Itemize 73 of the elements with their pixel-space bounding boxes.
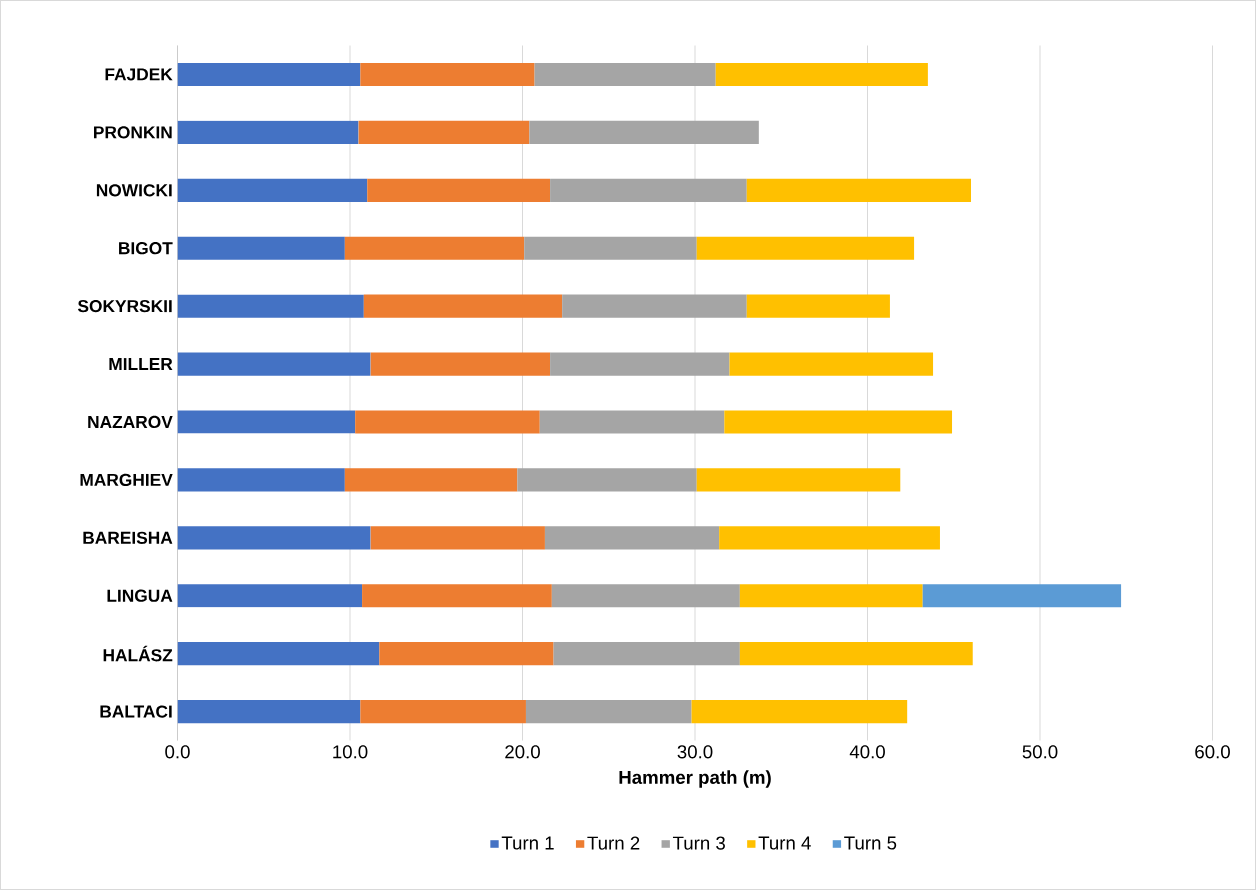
y-tick-label: MILLER [109,358,173,371]
y-tick-label: BAREISHA [83,531,173,544]
bar [177,236,345,260]
bar [360,699,526,724]
x-tick-label: 60.0 [1195,745,1230,759]
legend-label: Turn 4 [758,836,811,850]
y-tick-label: MARGHIEV [80,473,173,487]
bar [562,294,747,318]
bar [370,352,551,376]
y-tick-label: BIGOT [119,242,173,255]
bar [517,468,697,492]
bar [539,410,725,434]
bar [177,62,361,87]
bar [362,584,552,608]
bar [719,526,940,550]
bar [344,236,525,260]
x-tick-label: 10.0 [333,745,368,759]
y-tick-label: PRONKIN [94,126,172,139]
x-tick-label: 0.0 [165,745,190,759]
bar [724,410,953,434]
bar [691,699,908,724]
x-tick-label: 20.0 [505,745,540,759]
bar [358,120,530,144]
bar [177,526,371,550]
bar [355,410,540,434]
bar [534,62,716,87]
bar [525,699,692,724]
legend-label: Turn 3 [672,836,725,850]
bar [177,468,345,492]
x-tick-label: 30.0 [677,745,713,759]
bar [696,236,915,260]
bar [177,410,356,434]
legend-label: Turn 2 [587,836,640,850]
bar [177,120,359,144]
legend-label: Turn 1 [501,836,554,850]
bar [696,468,901,492]
bar [177,584,363,608]
bar [379,642,554,666]
bar [553,642,740,666]
y-tick-label: LINGUA [107,589,173,602]
bar [363,294,563,318]
x-axis-title: Hammer path (m) [619,770,771,788]
bar [177,642,380,666]
bar [922,584,1122,608]
bar [177,699,361,724]
y-tick-label: SOKYRSKII [77,300,172,313]
bar [344,468,518,492]
y-tick-label: NAZAROV [88,415,173,429]
bar [370,526,545,550]
bar [177,178,368,202]
x-tick-label: 40.0 [849,745,885,759]
y-tick-label: NOWICKI [96,184,172,197]
bar [177,294,364,318]
bar [551,584,740,608]
bar [550,352,730,376]
bar [524,236,697,260]
bar [739,642,973,666]
x-tick-label: 50.0 [1022,745,1058,759]
y-tick-label: HALÁSZ [103,645,173,662]
bar [544,526,720,550]
y-tick-label: BALTACI [100,705,172,718]
bar [715,62,928,87]
bar [746,178,972,202]
bar [360,62,535,87]
bar [746,294,890,318]
bar [729,352,934,376]
bar [550,178,747,202]
bar [177,352,371,376]
bar [739,584,923,608]
bar [367,178,551,202]
y-tick-label: FAJDEK [105,68,173,81]
bar [529,120,759,144]
legend-label: Turn 5 [844,836,897,850]
